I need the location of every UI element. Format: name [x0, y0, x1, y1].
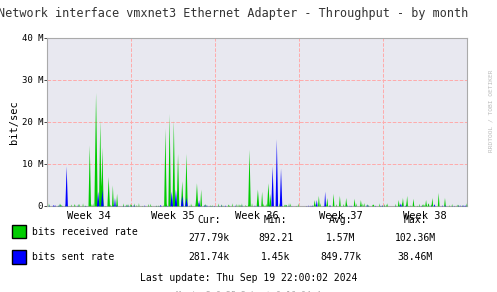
Text: 892.21: 892.21 — [258, 233, 293, 244]
Text: 1.57M: 1.57M — [326, 233, 355, 244]
Text: bits sent rate: bits sent rate — [32, 252, 114, 262]
Text: 38.46M: 38.46M — [398, 252, 432, 262]
Text: RRDTOOL / TOBI OETIKER: RRDTOOL / TOBI OETIKER — [488, 70, 493, 152]
Y-axis label: bit/sec: bit/sec — [9, 100, 19, 144]
Text: Munin 2.0.25-2ubuntu0.16.04.4: Munin 2.0.25-2ubuntu0.16.04.4 — [176, 291, 321, 292]
Text: Cur:: Cur: — [197, 215, 221, 225]
Text: Max:: Max: — [403, 215, 427, 225]
Text: 1.45k: 1.45k — [261, 252, 291, 262]
Text: 849.77k: 849.77k — [320, 252, 361, 262]
Text: Network interface vmxnet3 Ethernet Adapter - Throughput - by month: Network interface vmxnet3 Ethernet Adapt… — [0, 7, 469, 20]
Text: 102.36M: 102.36M — [395, 233, 435, 244]
Text: Min:: Min: — [264, 215, 288, 225]
Text: Avg:: Avg: — [329, 215, 352, 225]
Text: 281.74k: 281.74k — [188, 252, 229, 262]
Text: bits received rate: bits received rate — [32, 227, 138, 237]
FancyBboxPatch shape — [12, 225, 26, 238]
Text: 277.79k: 277.79k — [188, 233, 229, 244]
FancyBboxPatch shape — [12, 250, 26, 264]
Text: Last update: Thu Sep 19 22:00:02 2024: Last update: Thu Sep 19 22:00:02 2024 — [140, 273, 357, 283]
